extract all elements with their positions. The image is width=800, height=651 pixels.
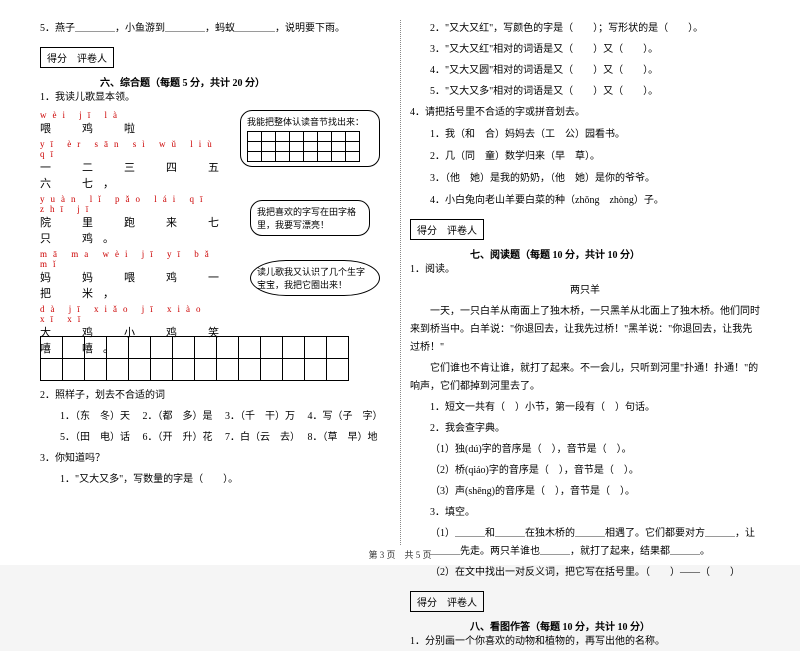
q6-1: 1．我读儿歌显本领。 <box>40 89 390 107</box>
read-last: （2）在文中找出一对反义词，把它写在括号里。（ ）——（ ） <box>410 564 760 582</box>
pinyin-3: yuàn lǐ pǎo lái qī zhī jī <box>40 194 233 214</box>
q4-2: 2．几（同 童）数学归来（早 草）。 <box>410 148 760 166</box>
bubble-1-text: 我能把整体认读音节找出来： <box>247 115 373 128</box>
bubble-2: 我把喜欢的字写在田字格里，我要写漂亮！ <box>250 200 370 236</box>
right-column: 2．"又大又红"，写颜色的字是（ ）；写形状的是（ ）。 3．"又大又红"相对的… <box>400 20 770 555</box>
section-7-title: 七、阅读题（每题 10 分，共计 10 分） <box>470 246 760 261</box>
left-column: 5．燕子＿＿＿＿，小鱼游到＿＿＿＿，蚂蚁＿＿＿＿，说明要下雨。 得分 评卷人 六… <box>30 20 400 555</box>
r3: 3．"又大又红"相对的词语是又（ ）又（ ）。 <box>410 41 760 59</box>
pinyin-5: dà jī xiǎo jī xiào xī xī <box>40 304 233 324</box>
q2-item-6: 6．（开 升）花 <box>143 432 213 443</box>
r4: 4．"又大又圆"相对的词语是又（ ）又（ ）。 <box>410 62 760 80</box>
page-footer: 第 3 页 共 5 页 <box>0 548 800 561</box>
chars-5: 大 鸡 小 鸡 笑 嘻 嘻。 <box>40 324 233 356</box>
pinyin-4: mā ma wèi jī yī bǎ mǐ <box>40 249 233 269</box>
chars-2: 一 二 三 四 五 六 七， <box>40 159 233 191</box>
q2-item-1: 1．（东 冬）天 <box>60 411 130 422</box>
q4-3: 3．（他 她）是我的奶奶，（他 她）是你的爷爷。 <box>410 170 760 188</box>
q2-item-3: 3．（千 干）万 <box>225 411 295 422</box>
read-i3: （1）独(dú)字的音序是（ ），音节是（ ）。 <box>410 441 760 459</box>
read-i2: 2．我会查字典。 <box>410 420 760 438</box>
read-i5: （3）声(shēng)的音序是（ ），音节是（ ）。 <box>410 483 760 501</box>
q4-4: 4．小白兔向老山羊要白菜的种（zhǒng zhòng）子。 <box>410 192 760 210</box>
q2-item-4: 4．写（子 字） <box>308 411 383 422</box>
section-8-title: 八、看图作答（每题 10 分，共计 10 分） <box>470 618 760 633</box>
read-title: 两只羊 <box>410 282 760 300</box>
q3-1: 1．"又大又多"，写数量的字是（ ）。 <box>40 471 390 489</box>
pinyin-1: wèi jī là <box>40 110 233 120</box>
score-box-7: 得分 评卷人 <box>410 219 484 240</box>
read-p2: 它们谁也不肯让谁，就打了起来。不一会儿，只听到河里"扑通！扑通！"的响声，它们都… <box>410 360 760 396</box>
q6-3: 3．你知道吗？ <box>40 450 390 468</box>
pinyin-2: yī èr sān sì wǔ liù qī <box>40 139 233 159</box>
q2-item-8: 8．（草 早）地 <box>308 432 378 443</box>
chars-4: 妈 妈 喂 鸡 一 把 米， <box>40 269 233 301</box>
chars-3: 院 里 跑 来 七 只 鸡。 <box>40 214 233 246</box>
chars-1: 喂 鸡 啦 <box>40 120 233 136</box>
q4-1: 1．我（和 合）妈妈去（工 公）园看书。 <box>410 126 760 144</box>
read-i1: 1．短文一共有（ ）小节，第一段有（ ）句话。 <box>410 399 760 417</box>
bubble-1: 我能把整体认读音节找出来： <box>240 110 380 167</box>
score-box-6: 得分 评卷人 <box>40 47 114 68</box>
q6-2: 2．照样子，划去不合适的词 <box>40 387 390 405</box>
read-i6: 3．填空。 <box>410 504 760 522</box>
score-box-8: 得分 评卷人 <box>410 591 484 612</box>
q4: 4．请把括号里不合适的字或拼音划去。 <box>410 104 760 122</box>
q5-text: 5．燕子＿＿＿＿，小鱼游到＿＿＿＿，蚂蚁＿＿＿＿，说明要下雨。 <box>40 20 390 38</box>
r2: 2．"又大又红"，写颜色的字是（ ）；写形状的是（ ）。 <box>410 20 760 38</box>
column-divider <box>400 20 401 545</box>
q8-1: 1．分别画一个你喜欢的动物和植物的，再写出他的名称。 <box>410 633 760 651</box>
q2-item-2: 2．（都 多）是 <box>143 411 213 422</box>
bubble-3: 读儿歌我又认识了几个生字宝宝，我把它圈出来！ <box>250 260 380 296</box>
section-6-title: 六、综合题（每题 5 分，共计 20 分） <box>100 74 390 89</box>
r5: 5．"又大又多"相对的词语是又（ ）又（ ）。 <box>410 83 760 101</box>
bubble-1-grid <box>247 131 360 162</box>
q2-item-5: 5．（田 电）话 <box>60 432 130 443</box>
read-p1: 一天，一只白羊从南面上了独木桥，一只黑羊从北面上了独木桥。他们同时来到桥当中。白… <box>410 303 760 357</box>
read-q: 1．阅读。 <box>410 261 760 279</box>
q2-item-7: 7．白（云 去） <box>225 432 295 443</box>
read-i4: （2）桥(qiáo)字的音序是（ ），音节是（ ）。 <box>410 462 760 480</box>
